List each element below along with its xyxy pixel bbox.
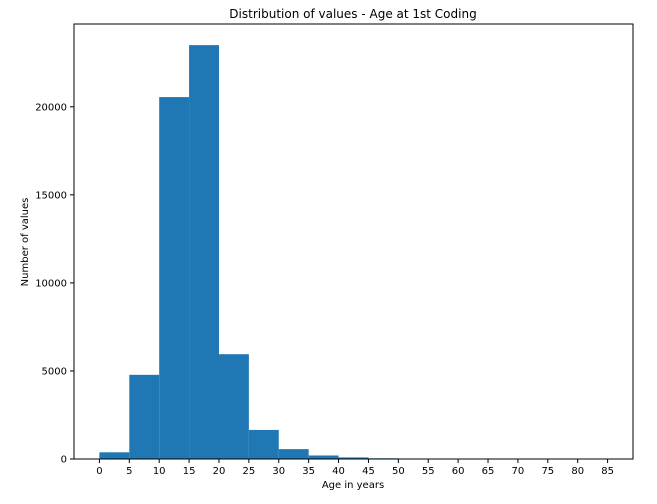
x-tick-label: 85 — [601, 466, 614, 477]
y-axis-label: Number of values — [20, 198, 31, 287]
x-tick-label: 15 — [183, 466, 196, 477]
histogram-bar-10-15 — [159, 97, 190, 460]
histogram-bar-30-35 — [278, 449, 309, 459]
y-tick-label: 10000 — [35, 278, 67, 289]
histogram-bar-15-20 — [189, 45, 219, 459]
x-tick-label: 80 — [571, 466, 584, 477]
x-tick-label: 55 — [422, 466, 435, 477]
y-tick-label: 15000 — [35, 190, 67, 201]
x-tick-label: 10 — [153, 466, 166, 477]
histogram-bar-25-30 — [248, 429, 279, 459]
x-tick-label: 0 — [96, 466, 102, 477]
y-tick-label: 5000 — [42, 366, 67, 377]
x-tick-label: 75 — [541, 466, 554, 477]
x-tick-label: 65 — [482, 466, 495, 477]
x-tick-label: 20 — [213, 466, 226, 477]
x-tick-label: 60 — [452, 466, 465, 477]
plot-frame — [73, 23, 634, 460]
histogram-bar-40-45 — [338, 457, 369, 459]
histogram-bar-35-40 — [308, 455, 339, 459]
x-tick-label: 45 — [362, 466, 375, 477]
y-tick-label: 0 — [61, 455, 67, 466]
plot-area: 0 5 10 15 20 25 30 35 40 45 50 55 60 65 70 75 80 85 0 5000 1… — [35, 23, 634, 477]
histogram-bar-5-10 — [129, 374, 160, 459]
x-axis-label: Age in years — [322, 480, 384, 491]
x-tick-label: 50 — [392, 466, 405, 477]
x-tick-label: 35 — [302, 466, 315, 477]
histogram-bar-20-25 — [218, 354, 249, 459]
x-tick-label: 40 — [332, 466, 345, 477]
y-tick-label: 20000 — [35, 102, 67, 113]
x-tick-label: 30 — [272, 466, 285, 477]
histogram-bar-0-5 — [99, 452, 130, 459]
x-tick-label: 5 — [126, 466, 132, 477]
chart-title: Distribution of values - Age at 1st Codi… — [229, 7, 476, 21]
x-tick-label: 70 — [512, 466, 525, 477]
x-tick-label: 25 — [243, 466, 256, 477]
